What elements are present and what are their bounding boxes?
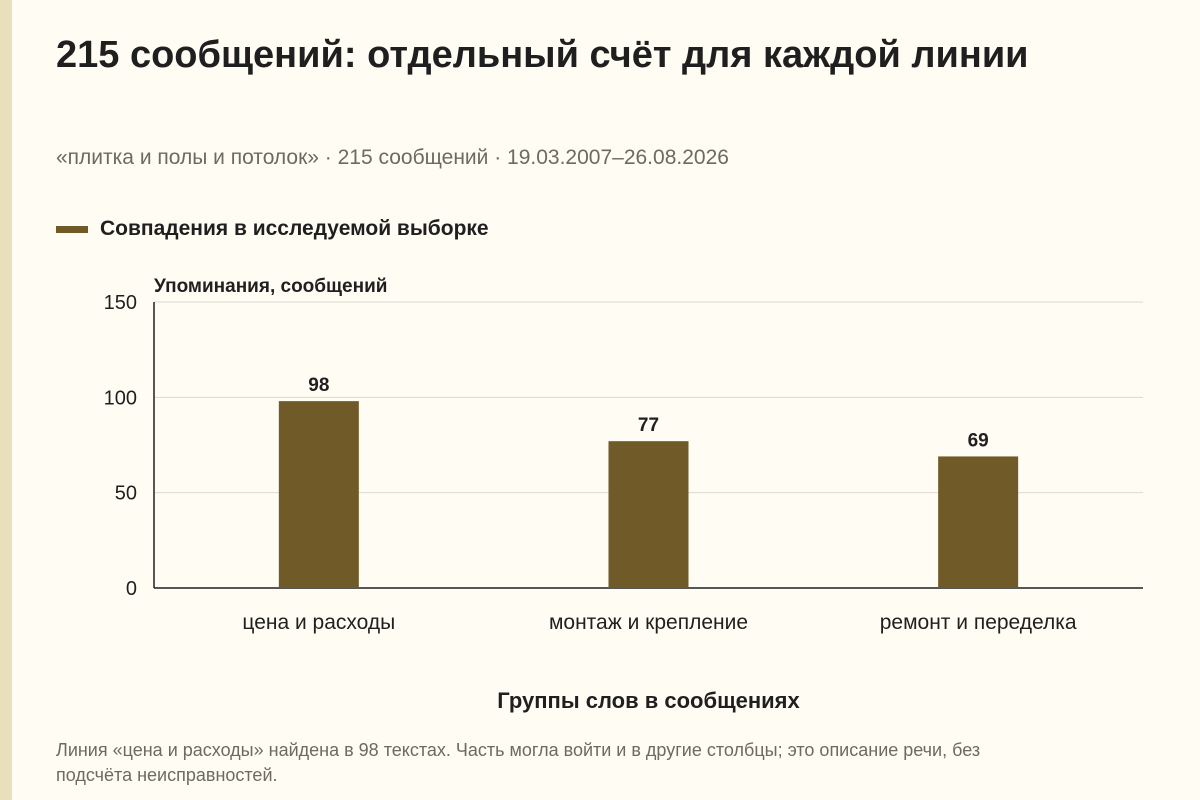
left-accent-stripe — [0, 0, 12, 800]
legend: Совпадения в исследуемой выборке — [56, 217, 489, 241]
bar-value-label: 98 — [308, 375, 329, 396]
bar — [608, 441, 689, 588]
chart-title: 215 сообщений: отдельный счёт для каждой… — [56, 34, 1029, 76]
x-tick-label: цена и расходы — [242, 611, 395, 634]
y-tick-label: 50 — [115, 483, 137, 505]
y-tick-label: 0 — [126, 578, 137, 600]
x-tick-label: ремонт и переделка — [880, 611, 1077, 634]
bar — [938, 456, 1019, 588]
y-tick-label: 150 — [104, 292, 137, 314]
footnote: Линия «цена и расходы» найдена в 98 текс… — [56, 740, 981, 785]
y-axis-label: Упоминания, сообщений — [154, 276, 387, 297]
x-tick-label: монтаж и крепление — [549, 611, 748, 634]
legend-label: Совпадения в исследуемой выборке — [100, 217, 489, 240]
bar-value-label: 77 — [638, 415, 659, 436]
bar — [278, 401, 359, 588]
x-axis-label: Группы слов в сообщениях — [497, 688, 800, 713]
chart-subtitle: «плитка и полы и потолок» · 215 сообщени… — [56, 146, 729, 169]
legend-swatch — [56, 225, 88, 233]
y-tick-label: 100 — [104, 387, 137, 409]
bar-value-label: 69 — [968, 430, 989, 451]
